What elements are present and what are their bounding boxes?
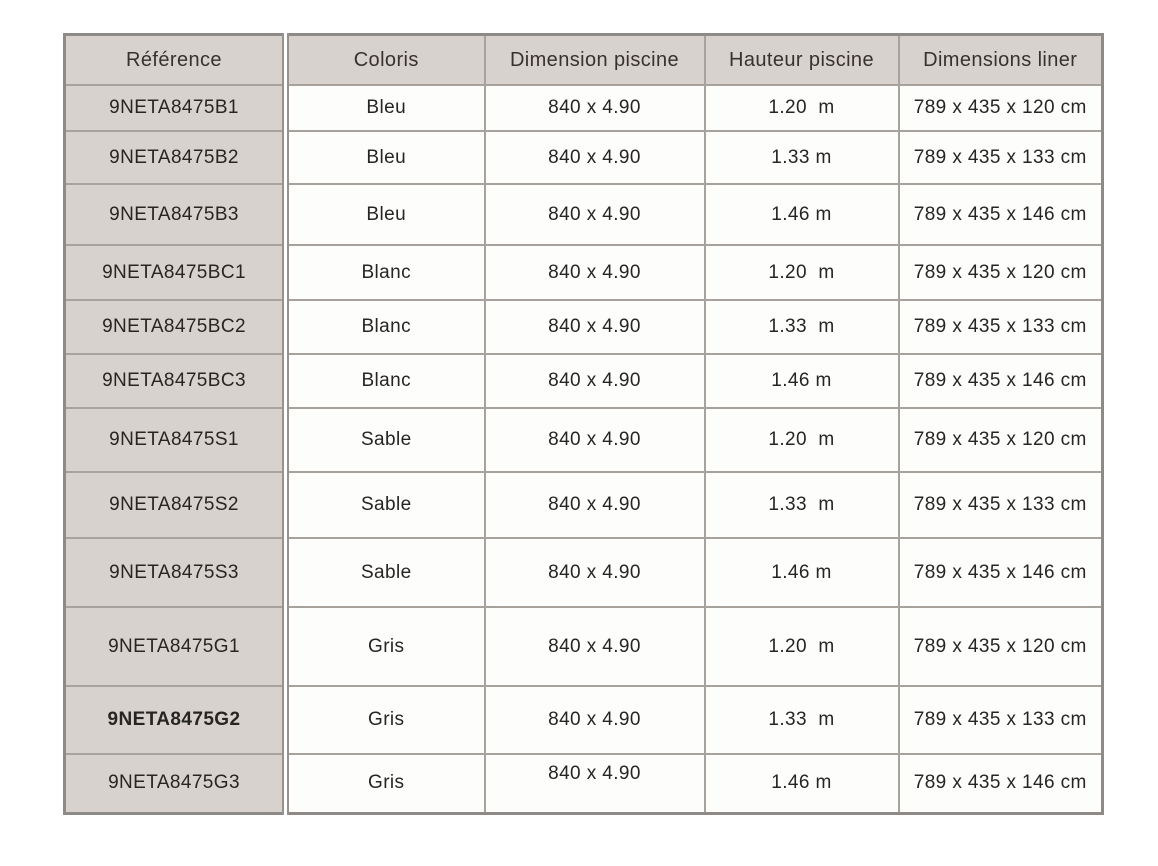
hauteur-piscine-cell: 1.33 m — [703, 471, 900, 539]
hauteur-piscine-cell: 1.46 m — [703, 753, 900, 814]
table-row: 9NETA8475S3 Sable 840 x 4.90 1.46 m 789 … — [63, 537, 1104, 608]
dimension-piscine-cell: 840 x 4.90 — [483, 407, 706, 473]
reference-cell: 9NETA8475B2 — [63, 130, 289, 185]
column-header-hauteur-piscine: Hauteur piscine — [703, 33, 900, 86]
hauteur-piscine-cell: 1.46 m — [703, 183, 900, 246]
dimensions-liner-cell: 789 x 435 x 146 cm — [897, 353, 1104, 409]
dimension-piscine-cell: 840 x 4.90 — [483, 299, 706, 355]
column-header-dimension-piscine: Dimension piscine — [483, 33, 706, 86]
coloris-cell: Sable — [284, 407, 486, 473]
coloris-cell: Gris — [284, 753, 486, 814]
dimension-piscine-cell: 840 x 4.90 — [483, 183, 706, 246]
reference-cell: 9NETA8475B3 — [63, 183, 289, 246]
hauteur-piscine-cell: 1.33 m — [703, 685, 900, 755]
coloris-cell: Bleu — [284, 183, 486, 246]
dimensions-liner-cell: 789 x 435 x 133 cm — [897, 130, 1104, 185]
dimension-piscine-cell: 840 x 4.90 — [483, 753, 706, 814]
coloris-cell: Blanc — [284, 299, 486, 355]
table-row: 9NETA8475G3 Gris 840 x 4.90 1.46 m 789 x… — [63, 753, 1104, 814]
hauteur-piscine-cell: 1.33 m — [703, 299, 900, 355]
dimension-piscine-cell: 840 x 4.90 — [483, 471, 706, 539]
reference-cell: 9NETA8475BC3 — [63, 353, 289, 409]
dimension-piscine-cell: 840 x 4.90 — [483, 130, 706, 185]
coloris-cell: Gris — [284, 685, 486, 755]
column-header-dimensions-liner: Dimensions liner — [897, 33, 1104, 86]
dimension-piscine-cell: 840 x 4.90 — [483, 685, 706, 755]
reference-cell: 9NETA8475G3 — [63, 753, 289, 814]
dimensions-liner-cell: 789 x 435 x 133 cm — [897, 299, 1104, 355]
hauteur-piscine-cell: 1.46 m — [703, 353, 900, 409]
hauteur-piscine-cell: 1.20 m — [703, 606, 900, 687]
table-row: 9NETA8475B3 Bleu 840 x 4.90 1.46 m 789 x… — [63, 183, 1104, 246]
reference-cell: 9NETA8475G2 — [63, 685, 289, 755]
dimensions-liner-cell: 789 x 435 x 120 cm — [897, 407, 1104, 473]
reference-cell: 9NETA8475G1 — [63, 606, 289, 687]
coloris-cell: Blanc — [284, 244, 486, 301]
hauteur-piscine-cell: 1.33 m — [703, 130, 900, 185]
table-row: 9NETA8475S1 Sable 840 x 4.90 1.20 m 789 … — [63, 407, 1104, 473]
reference-cell: 9NETA8475S1 — [63, 407, 289, 473]
dimensions-liner-cell: 789 x 435 x 146 cm — [897, 537, 1104, 608]
reference-cell: 9NETA8475S2 — [63, 471, 289, 539]
table-body: 9NETA8475B1 Bleu 840 x 4.90 1.20 m 789 x… — [63, 84, 1104, 814]
dimensions-liner-cell: 789 x 435 x 120 cm — [897, 84, 1104, 132]
dimensions-liner-cell: 789 x 435 x 120 cm — [897, 606, 1104, 687]
column-header-coloris: Coloris — [284, 33, 486, 86]
column-header-reference: Référence — [63, 33, 289, 86]
dimensions-liner-cell: 789 x 435 x 133 cm — [897, 471, 1104, 539]
table-row: 9NETA8475S2 Sable 840 x 4.90 1.33 m 789 … — [63, 471, 1104, 539]
reference-cell: 9NETA8475BC1 — [63, 244, 289, 301]
hauteur-piscine-cell: 1.20 m — [703, 84, 900, 132]
reference-cell: 9NETA8475B1 — [63, 84, 289, 132]
dimension-piscine-cell: 840 x 4.90 — [483, 537, 706, 608]
dimension-piscine-cell: 840 x 4.90 — [483, 244, 706, 301]
table-row: 9NETA8475BC1 Blanc 840 x 4.90 1.20 m 789… — [63, 244, 1104, 301]
reference-cell: 9NETA8475BC2 — [63, 299, 289, 355]
table-header: Référence Coloris Dimension piscine Haut… — [63, 33, 1104, 86]
dimension-piscine-cell: 840 x 4.90 — [483, 353, 706, 409]
coloris-cell: Bleu — [284, 130, 486, 185]
pool-spec-table-container: Référence Coloris Dimension piscine Haut… — [63, 33, 1104, 815]
reference-cell: 9NETA8475S3 — [63, 537, 289, 608]
header-row: Référence Coloris Dimension piscine Haut… — [63, 33, 1104, 86]
table-row: 9NETA8475B1 Bleu 840 x 4.90 1.20 m 789 x… — [63, 84, 1104, 132]
coloris-cell: Bleu — [284, 84, 486, 132]
dimensions-liner-cell: 789 x 435 x 133 cm — [897, 685, 1104, 755]
hauteur-piscine-cell: 1.20 m — [703, 407, 900, 473]
coloris-cell: Sable — [284, 471, 486, 539]
table-row: 9NETA8475G1 Gris 840 x 4.90 1.20 m 789 x… — [63, 606, 1104, 687]
hauteur-piscine-cell: 1.20 m — [703, 244, 900, 301]
table-row: 9NETA8475B2 Bleu 840 x 4.90 1.33 m 789 x… — [63, 130, 1104, 185]
coloris-cell: Sable — [284, 537, 486, 608]
table-row: 9NETA8475BC2 Blanc 840 x 4.90 1.33 m 789… — [63, 299, 1104, 355]
dimension-piscine-cell: 840 x 4.90 — [483, 606, 706, 687]
table-row: 9NETA8475BC3 Blanc 840 x 4.90 1.46 m 789… — [63, 353, 1104, 409]
coloris-cell: Gris — [284, 606, 486, 687]
coloris-cell: Blanc — [284, 353, 486, 409]
pool-spec-table: Référence Coloris Dimension piscine Haut… — [63, 33, 1104, 815]
dimensions-liner-cell: 789 x 435 x 146 cm — [897, 183, 1104, 246]
dimensions-liner-cell: 789 x 435 x 120 cm — [897, 244, 1104, 301]
dimensions-liner-cell: 789 x 435 x 146 cm — [897, 753, 1104, 814]
table-row: 9NETA8475G2 Gris 840 x 4.90 1.33 m 789 x… — [63, 685, 1104, 755]
dimension-piscine-cell: 840 x 4.90 — [483, 84, 706, 132]
hauteur-piscine-cell: 1.46 m — [703, 537, 900, 608]
